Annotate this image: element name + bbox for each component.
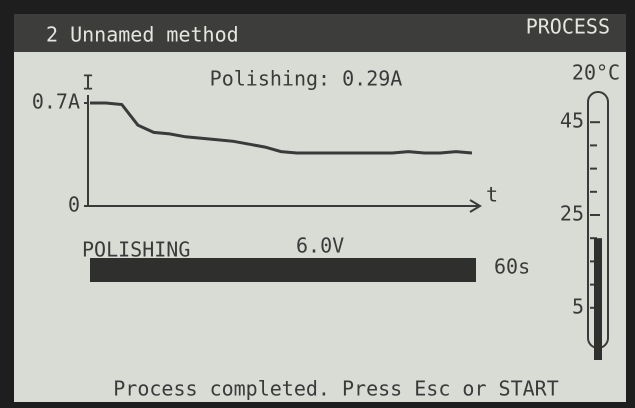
voltage: 6.0V <box>296 234 344 258</box>
thermo-tick-label: 5 <box>572 294 584 318</box>
page: 2 Unnamed method PROCESS Polishing: 0.29… <box>0 0 635 408</box>
y-axis-label: I <box>82 71 94 95</box>
progress-time: 60s <box>494 255 530 279</box>
graph-title: Polishing: 0.29A <box>210 67 403 91</box>
mercury <box>594 238 602 360</box>
header-title: 2 Unnamed method <box>46 23 239 47</box>
progress-bar <box>90 258 476 282</box>
screen: 2 Unnamed method PROCESS Polishing: 0.29… <box>0 0 635 408</box>
x-axis-label: t <box>486 183 498 207</box>
phase: POLISHING <box>82 238 190 262</box>
header-mode: PROCESS <box>526 15 610 39</box>
footer-message: Process completed. Press Esc or START <box>113 377 559 401</box>
thermo-reading: 20°C <box>572 61 620 85</box>
thermo-tick-label: 25 <box>560 202 584 226</box>
y-tick-label: 0.7A <box>32 90 80 114</box>
thermo-tick-label: 45 <box>560 109 584 133</box>
y-tick-label: 0 <box>68 193 80 217</box>
